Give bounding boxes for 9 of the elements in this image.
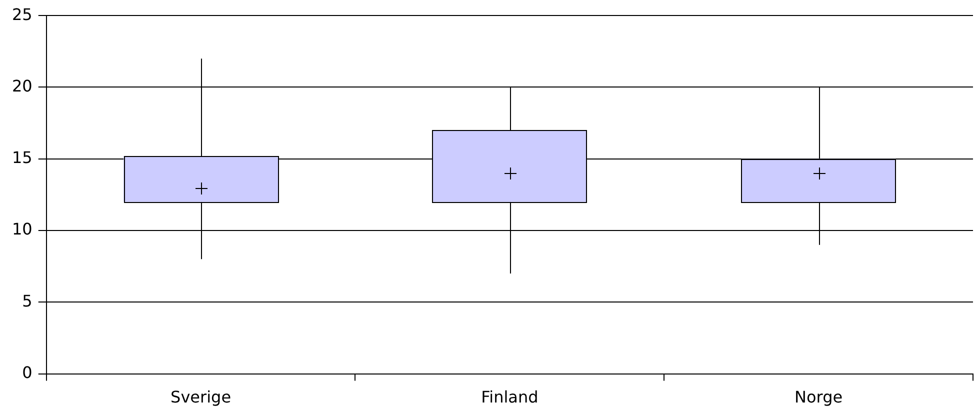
x-tick-label: Norge (794, 388, 843, 407)
y-tick-label: 25 (12, 4, 32, 24)
y-tick-label: 15 (12, 148, 32, 168)
x-tick-label: Finland (481, 388, 538, 407)
y-tick-label: 0 (22, 362, 32, 382)
x-tick-label: Sverige (170, 388, 232, 407)
y-tick-label: 10 (12, 220, 32, 239)
y-tick-label: 5 (22, 291, 32, 310)
y-tick-label: 20 (12, 76, 32, 96)
